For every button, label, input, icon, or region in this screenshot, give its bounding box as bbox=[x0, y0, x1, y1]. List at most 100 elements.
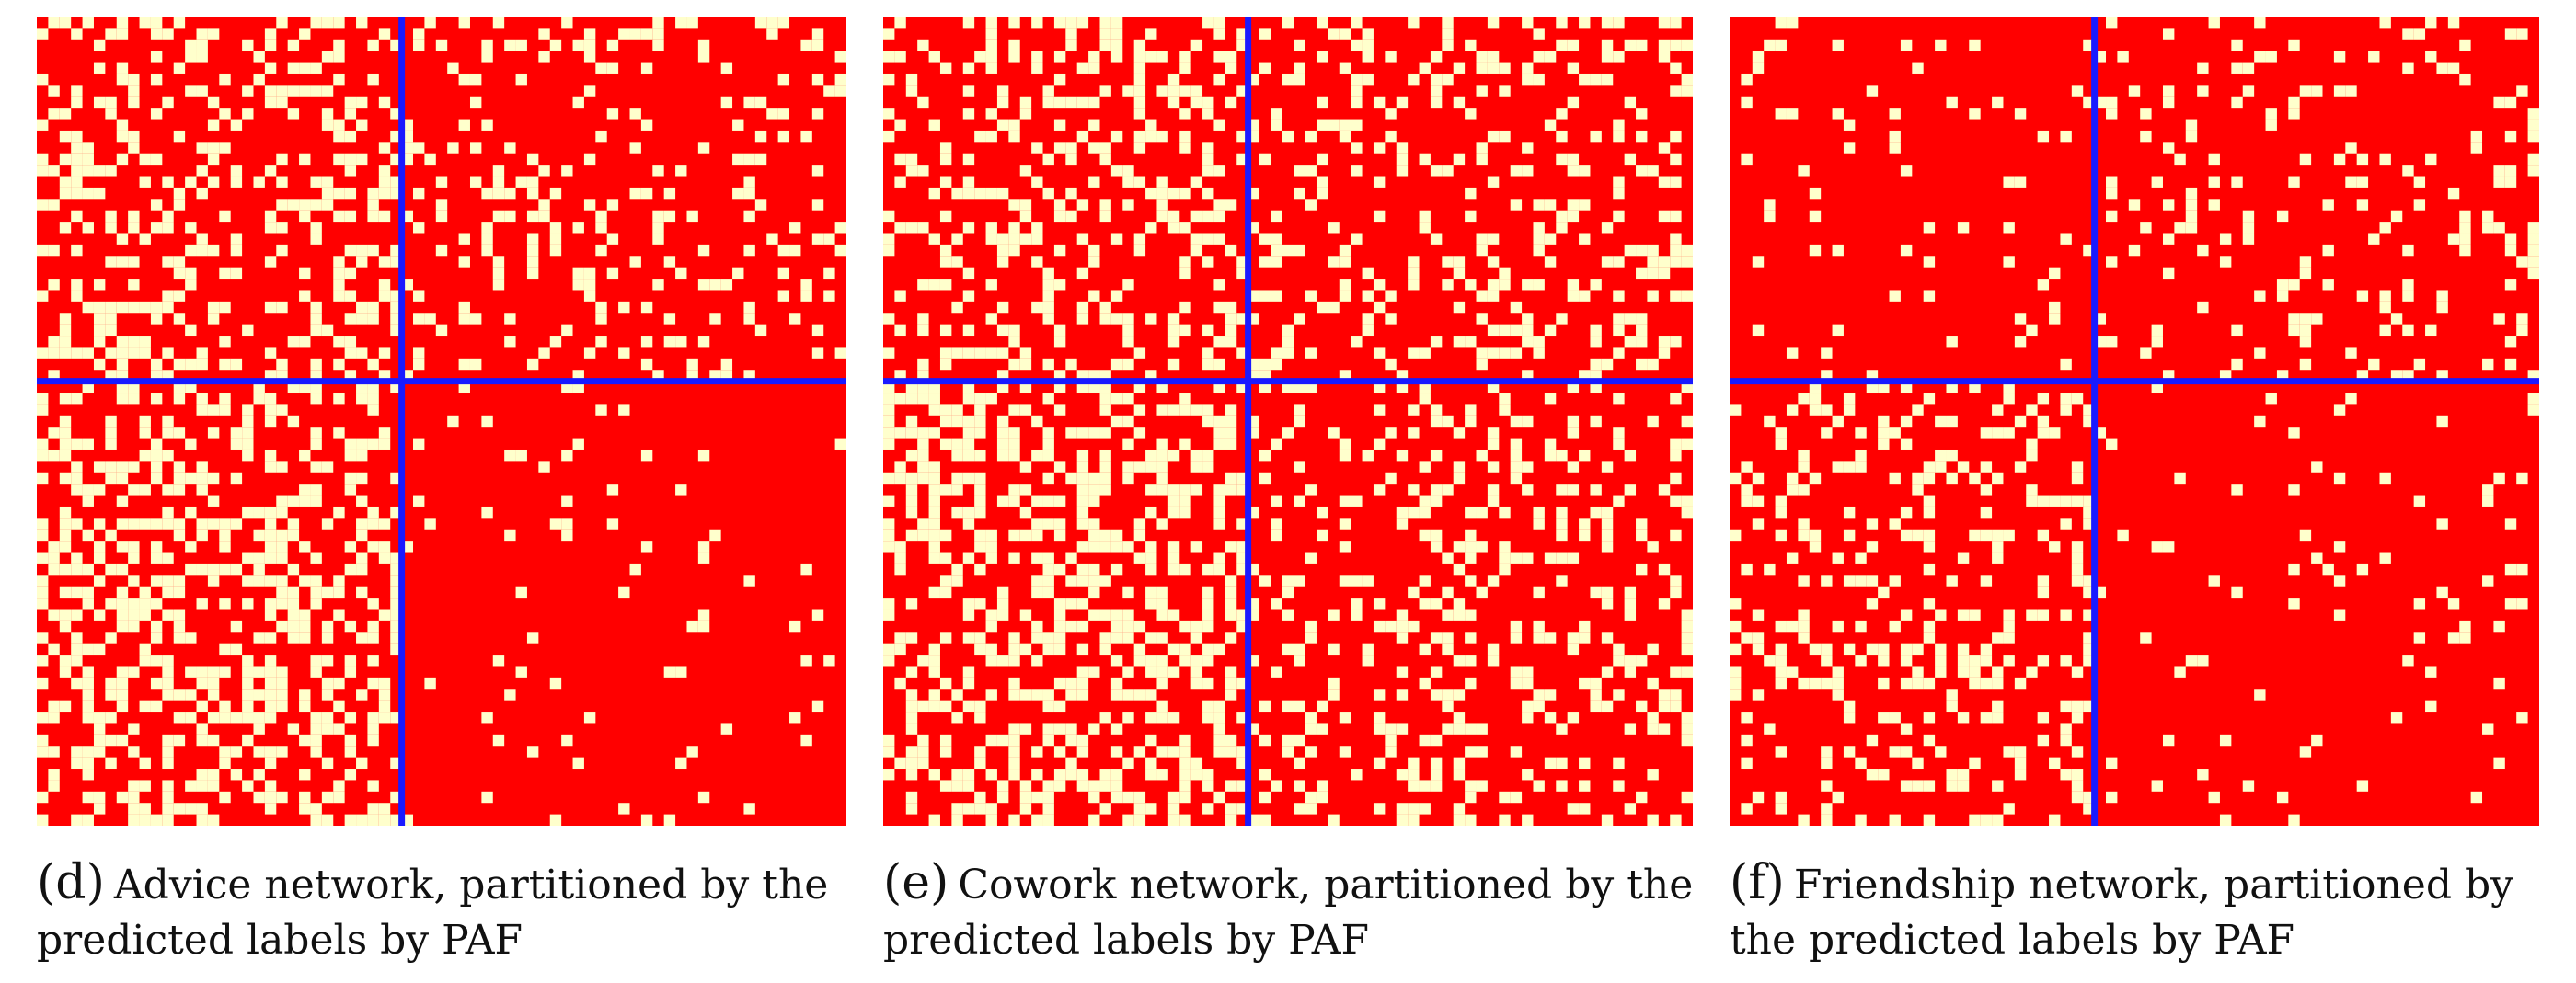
edge-cell bbox=[1031, 495, 1043, 507]
edge-cell bbox=[2504, 28, 2517, 40]
edge-cell bbox=[2231, 39, 2243, 51]
edge-cell bbox=[2368, 51, 2380, 63]
edge-cell bbox=[1544, 438, 1557, 450]
edge-cell bbox=[1487, 62, 1500, 74]
edge-cell bbox=[458, 358, 470, 371]
edge-cell bbox=[675, 165, 687, 177]
edge-cell bbox=[48, 279, 60, 291]
edge-cell bbox=[1202, 655, 1214, 667]
edge-cell bbox=[572, 96, 584, 109]
edge-cell bbox=[1213, 495, 1225, 507]
edge-cell bbox=[1145, 506, 1157, 519]
edge-cell bbox=[2516, 313, 2528, 325]
edge-cell bbox=[2060, 130, 2072, 143]
edge-cell bbox=[985, 541, 997, 553]
edge-cell bbox=[2447, 17, 2460, 29]
edge-cell bbox=[207, 666, 220, 678]
edge-cell bbox=[811, 700, 824, 713]
edge-cell bbox=[1133, 643, 1146, 656]
edge-cell bbox=[2413, 358, 2426, 371]
edge-cell bbox=[185, 51, 197, 63]
edge-cell bbox=[2003, 393, 2015, 405]
edge-cell bbox=[230, 119, 243, 131]
edge-cell bbox=[1855, 552, 1867, 564]
edge-cell bbox=[287, 563, 300, 576]
edge-cell bbox=[675, 666, 687, 678]
edge-cell bbox=[37, 655, 49, 667]
edge-cell bbox=[1271, 598, 1282, 610]
edge-cell bbox=[2333, 404, 2346, 416]
edge-cell bbox=[2459, 210, 2471, 223]
edge-cell bbox=[2379, 17, 2391, 29]
edge-cell bbox=[1339, 130, 1351, 143]
edge-cell bbox=[1271, 233, 1282, 245]
edge-cell bbox=[344, 336, 357, 348]
edge-cell bbox=[1670, 689, 1682, 701]
edge-cell bbox=[333, 506, 345, 519]
edge-cell bbox=[207, 472, 220, 485]
edge-cell bbox=[1133, 814, 1146, 826]
edge-cell bbox=[962, 17, 975, 29]
edge-cell bbox=[207, 96, 220, 109]
edge-cell bbox=[378, 518, 391, 530]
edge-cell bbox=[1832, 39, 1844, 51]
edge-cell bbox=[766, 17, 778, 29]
edge-cell bbox=[1764, 415, 1776, 428]
edge-cell bbox=[996, 734, 1009, 747]
edge-cell bbox=[1156, 700, 1168, 713]
edge-cell bbox=[1122, 541, 1134, 553]
edge-cell bbox=[128, 85, 140, 97]
edge-cell bbox=[1487, 324, 1500, 337]
edge-cell bbox=[1601, 632, 1614, 644]
edge-cell bbox=[939, 438, 952, 450]
edge-cell bbox=[1465, 552, 1477, 564]
edge-cell bbox=[1110, 609, 1123, 621]
edge-cell bbox=[1900, 244, 1913, 257]
edge-cell bbox=[1658, 256, 1671, 268]
edge-cell bbox=[1843, 712, 1856, 724]
edge-cell bbox=[242, 404, 254, 416]
edge-cell bbox=[435, 199, 448, 211]
edge-cell bbox=[1613, 495, 1625, 507]
edge-cell bbox=[2413, 495, 2426, 507]
edge-cell bbox=[2527, 256, 2539, 268]
edge-cell bbox=[928, 279, 940, 291]
edge-cell bbox=[962, 518, 975, 530]
edge-cell bbox=[1556, 39, 1568, 51]
edge-cell bbox=[1213, 700, 1225, 713]
edge-cell bbox=[1225, 472, 1237, 485]
edge-cell bbox=[1430, 495, 1443, 507]
edge-cell bbox=[276, 746, 288, 758]
edge-cell bbox=[1110, 529, 1123, 542]
edge-cell bbox=[1133, 130, 1146, 143]
edge-cell bbox=[1042, 153, 1054, 166]
edge-cell bbox=[344, 449, 357, 462]
panel-advice: (d) Advice network, partitioned by the pr… bbox=[37, 0, 865, 983]
edge-cell bbox=[1866, 734, 1879, 747]
edge-cell bbox=[139, 700, 151, 713]
edge-cell bbox=[2402, 165, 2414, 177]
edge-cell bbox=[299, 700, 311, 713]
edge-cell bbox=[1145, 130, 1157, 143]
edge-cell bbox=[917, 393, 929, 405]
edge-cell bbox=[1798, 484, 1810, 496]
edge-cell bbox=[1202, 449, 1214, 462]
edge-cell bbox=[1775, 791, 1787, 804]
edge-cell bbox=[1133, 791, 1146, 804]
edge-cell bbox=[1351, 769, 1363, 781]
edge-cell bbox=[572, 267, 584, 280]
edge-cell bbox=[2425, 666, 2437, 678]
edge-cell bbox=[1053, 244, 1066, 257]
edge-cell bbox=[1294, 575, 1305, 587]
edge-cell bbox=[59, 563, 72, 576]
edge-cell bbox=[1567, 199, 1580, 211]
edge-cell bbox=[150, 313, 163, 325]
edge-cell bbox=[1099, 39, 1111, 51]
edge-cell bbox=[1510, 199, 1523, 211]
edge-cell bbox=[1088, 176, 1100, 188]
edge-cell bbox=[71, 655, 83, 667]
edge-cell bbox=[1339, 244, 1351, 257]
edge-cell bbox=[2527, 233, 2539, 245]
edge-cell bbox=[1351, 495, 1363, 507]
edge-cell bbox=[1670, 666, 1682, 678]
